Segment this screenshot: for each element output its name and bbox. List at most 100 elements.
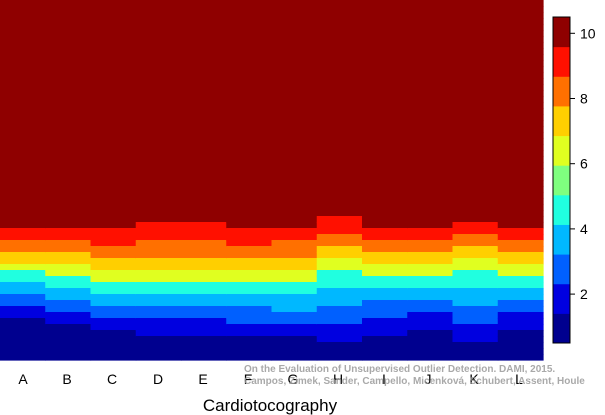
heatmap-cell — [90, 36, 137, 43]
colorbar-segment — [553, 165, 570, 196]
heatmap-cell — [0, 246, 46, 253]
heatmap-cell — [497, 24, 544, 31]
heatmap-cell — [181, 300, 227, 307]
heatmap-cell — [181, 330, 227, 337]
heatmap-cell — [181, 168, 227, 175]
heatmap-cell — [226, 72, 273, 79]
colorbar-tick-label: 8 — [580, 91, 588, 107]
heatmap-cell — [271, 84, 318, 91]
heatmap-cell — [90, 84, 137, 91]
heatmap-cell — [452, 168, 499, 175]
heatmap-cell — [90, 78, 137, 85]
heatmap-cell — [181, 24, 227, 31]
heatmap-cell — [407, 216, 454, 223]
heatmap-cell — [45, 138, 92, 145]
heatmap-cell — [452, 348, 499, 355]
heatmap-cell — [181, 348, 227, 355]
heatmap-cell — [45, 108, 92, 115]
heatmap-cell — [181, 12, 227, 19]
heatmap-cell — [271, 42, 318, 49]
heatmap-cell — [497, 258, 544, 265]
heatmap-cell — [181, 324, 227, 331]
heatmap-cell — [407, 192, 454, 199]
heatmap-cell — [226, 258, 273, 265]
heatmap-cell — [497, 342, 544, 349]
heatmap-cell — [452, 210, 499, 217]
heatmap-cell — [135, 264, 182, 271]
heatmap-cell — [226, 216, 273, 223]
heatmap-cell — [181, 264, 227, 271]
heatmap-cell — [362, 330, 408, 337]
heatmap-cell — [90, 180, 137, 187]
heatmap-cell — [271, 180, 318, 187]
heatmap-cell — [407, 24, 454, 31]
heatmap-cell — [181, 156, 227, 163]
heatmap-cell — [45, 102, 92, 109]
heatmap-cell — [497, 108, 544, 115]
heatmap-cell — [497, 288, 544, 295]
heatmap-cell — [452, 288, 499, 295]
heatmap-cell — [90, 228, 137, 235]
heatmap-cell — [226, 354, 273, 361]
heatmap-cell — [135, 282, 182, 289]
heatmap-cell — [45, 36, 92, 43]
heatmap-cell — [181, 342, 227, 349]
heatmap-cell — [0, 120, 46, 127]
heatmap-cell — [452, 132, 499, 139]
heatmap-cell — [45, 234, 92, 241]
heatmap-cell — [362, 138, 408, 145]
heatmap-cell — [271, 264, 318, 271]
heatmap-cell — [135, 48, 182, 55]
heatmap-cell — [135, 312, 182, 319]
heatmap-cell — [452, 108, 499, 115]
heatmap-cell — [135, 276, 182, 283]
heatmap-cell — [226, 30, 273, 37]
heatmap-cell — [45, 246, 92, 253]
heatmap-cell — [0, 258, 46, 265]
x-tick-label: D — [153, 371, 163, 387]
heatmap-cell — [316, 192, 363, 199]
heatmap-cell — [497, 330, 544, 337]
heatmap-cell — [181, 132, 227, 139]
x-tick-label: E — [198, 371, 207, 387]
colorbar-tick-label: 10 — [580, 25, 596, 41]
heatmap-cell — [452, 246, 499, 253]
heatmap-cell — [497, 84, 544, 91]
heatmap-cell — [45, 228, 92, 235]
heatmap-cell — [271, 60, 318, 67]
watermark-line-1: On the Evaluation of Unsupervised Outlie… — [244, 364, 555, 375]
heatmap-cell — [316, 66, 363, 73]
heatmap-cell — [226, 282, 273, 289]
heatmap-cell — [316, 42, 363, 49]
heatmap-cell — [45, 282, 92, 289]
heatmap-cell — [181, 210, 227, 217]
heatmap-cell — [407, 168, 454, 175]
heatmap-cell — [135, 180, 182, 187]
heatmap-cell — [271, 210, 318, 217]
heatmap-cell — [452, 192, 499, 199]
heatmap-cell — [362, 312, 408, 319]
heatmap-cell — [45, 60, 92, 67]
heatmap-cell — [135, 126, 182, 133]
heatmap-cell — [181, 114, 227, 121]
heatmap-cell — [271, 138, 318, 145]
heatmap-cell — [0, 24, 46, 31]
heatmap-cell — [362, 90, 408, 97]
heatmap-cell — [0, 78, 46, 85]
heatmap-cell — [271, 18, 318, 25]
heatmap-cell — [45, 210, 92, 217]
heatmap-cell — [135, 306, 182, 313]
heatmap-cell — [226, 6, 273, 13]
heatmap-cell — [0, 132, 46, 139]
heatmap-cell — [271, 258, 318, 265]
heatmap-cell — [226, 336, 273, 343]
heatmap-cell — [226, 264, 273, 271]
heatmap-cell — [135, 78, 182, 85]
heatmap-cell — [0, 312, 46, 319]
heatmap-cell — [407, 18, 454, 25]
heatmap-cell — [452, 156, 499, 163]
heatmap-cell — [271, 24, 318, 31]
heatmap-cell — [135, 192, 182, 199]
heatmap-cell — [497, 222, 544, 229]
heatmap-cell — [45, 336, 92, 343]
